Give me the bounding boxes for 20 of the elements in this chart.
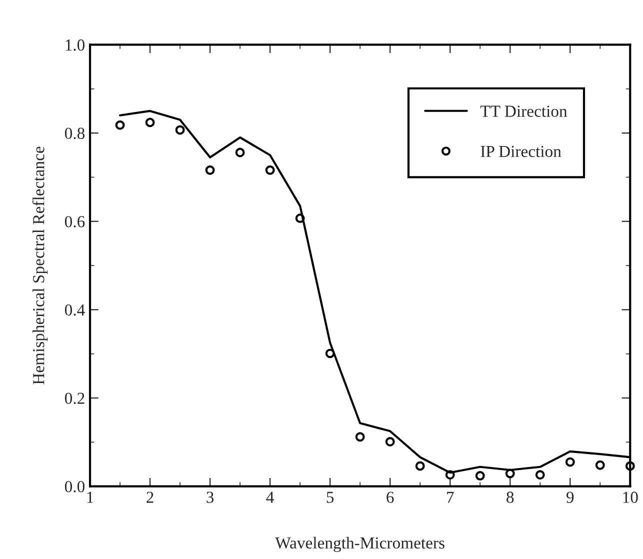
y-tick-label: 0.6	[64, 216, 85, 228]
x-tick-label: 6	[386, 492, 394, 503]
legend-label: IP Direction	[480, 146, 562, 158]
x-tick-label: 3	[206, 492, 214, 503]
x-tick-label: 4	[266, 492, 274, 503]
x-tick-label: 5	[326, 492, 334, 503]
y-tick-label: 0.8	[64, 128, 85, 140]
x-tick-label: 10	[623, 492, 638, 503]
y-tick-label: 0.4	[64, 304, 85, 316]
x-tick-label: 2	[146, 492, 154, 503]
y-axis-title: Hemispherical Spectral Reflectance	[32, 146, 48, 384]
x-tick-label: 1	[87, 492, 94, 503]
x-axis-title: Wavelength-Micrometers	[275, 536, 444, 552]
y-tick-label: 0.2	[64, 392, 84, 404]
y-tick-label: 0.0	[64, 481, 85, 492]
x-tick-label: 8	[506, 492, 514, 503]
x-tick-label: 9	[566, 492, 574, 503]
legend-label: TT Direction	[480, 106, 568, 117]
x-tick-label: 7	[447, 492, 454, 503]
y-tick-label: 1.0	[66, 39, 85, 51]
